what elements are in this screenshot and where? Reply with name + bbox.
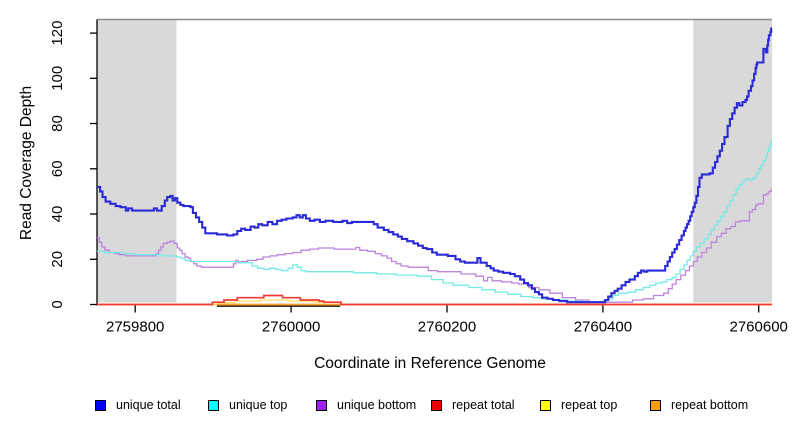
legend-swatch-unique-total: [95, 399, 106, 411]
series-line-repeat-total: [97, 294, 772, 306]
x-tick-label: 2760400: [574, 319, 632, 336]
y-tick-label: 80: [49, 115, 66, 132]
y-tick-label: 40: [49, 206, 66, 223]
y-tick-label: 100: [49, 66, 66, 91]
series-line-unique-top: [97, 139, 772, 303]
legend-swatch-unique-top: [208, 399, 219, 411]
legend-label-unique-bottom: unique bottom: [337, 398, 417, 412]
legend-swatch-repeat-bottom: [650, 399, 661, 411]
legend-item-repeat-total: repeat total: [431, 398, 515, 412]
legend-item-repeat-top: repeat top: [540, 398, 617, 412]
legend-label-unique-total: unique total: [116, 398, 181, 412]
coverage-plot: 0 20 40 60 80 100 120 2759800 2760000 2760200 2760…: [49, 18, 788, 336]
legend-label-repeat-top: repeat top: [561, 398, 618, 412]
shaded-region-right: [693, 19, 772, 303]
y-tick-label: 20: [49, 251, 66, 268]
y-tick-label: 60: [49, 160, 66, 177]
y-tick-label: 0: [49, 300, 66, 308]
series-line-unique-total: [97, 27, 773, 304]
legend-item-unique-bottom: unique bottom: [316, 398, 416, 412]
x-axis-title: Coordinate in Reference Genome: [314, 355, 546, 372]
legend-item-repeat-bottom: repeat bottom: [650, 398, 748, 412]
legend-item-unique-total: unique total: [95, 398, 181, 412]
legend-item-unique-top: unique top: [208, 398, 287, 412]
x-tick-label: 2760200: [418, 319, 476, 336]
y-axis-title: Read Coverage Depth: [18, 85, 35, 241]
x-tick-label: 2760600: [729, 319, 787, 336]
legend-swatch-unique-bottom: [316, 399, 327, 411]
legend-label-unique-top: unique top: [229, 398, 288, 412]
series-line-unique-bottom: [97, 188, 772, 303]
y-tick-label: 120: [49, 21, 66, 46]
legend-label-repeat-bottom: repeat bottom: [671, 398, 749, 412]
x-tick-label: 2759800: [106, 319, 164, 336]
legend-swatch-repeat-top: [540, 399, 551, 411]
legend-swatch-repeat-total: [431, 399, 442, 411]
shaded-region-left: [97, 19, 177, 303]
x-tick-label: 2760000: [262, 319, 320, 336]
legend-label-repeat-total: repeat total: [452, 398, 515, 412]
